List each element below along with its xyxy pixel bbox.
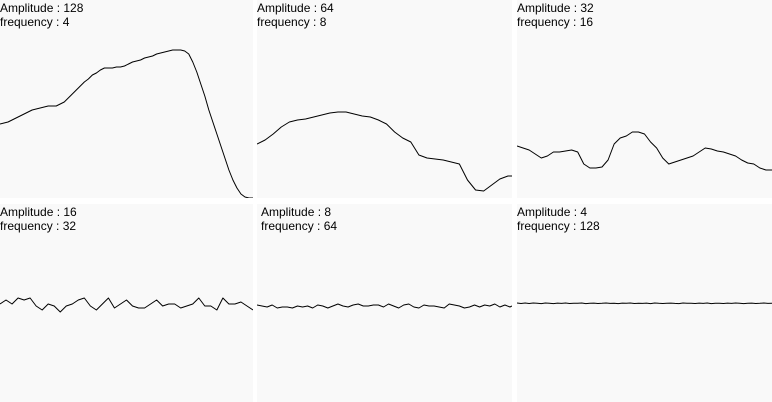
frequency-label: frequency : 128: [517, 219, 600, 233]
amplitude-label: Amplitude : 16: [0, 205, 77, 219]
amplitude-label: Amplitude : 4: [517, 205, 588, 219]
panel-2: Amplitude : 64 frequency : 8: [257, 0, 512, 198]
panel-4-labels: Amplitude : 16 frequency : 32: [0, 205, 77, 233]
panel-4: Amplitude : 16 frequency : 32: [0, 204, 253, 402]
waveform-line: [0, 297, 253, 313]
panel-3-plot: [517, 131, 772, 171]
panel-6-labels: Amplitude : 4 frequency : 128: [517, 205, 600, 233]
frequency-label: frequency : 32: [0, 219, 77, 233]
panel-5-plot: [257, 303, 512, 309]
panel-1-plot: [0, 49, 253, 198]
amplitude-label: Amplitude : 8: [261, 205, 332, 219]
panel-4-plot: [0, 297, 253, 313]
panel-3: Amplitude : 32 frequency : 16: [517, 0, 772, 198]
frequency-label: frequency : 64: [261, 219, 338, 233]
panel-2-plot: [257, 111, 512, 192]
panel-1: Amplitude : 128 frequency : 4: [0, 0, 253, 198]
waveform-line: [517, 302, 772, 305]
amplitude-label: Amplitude : 128: [0, 1, 84, 15]
frequency-label: frequency : 8: [257, 15, 327, 29]
panel-5-labels: Amplitude : 8 frequency : 64: [261, 205, 337, 233]
frequency-label: frequency : 4: [0, 15, 70, 29]
waveform-line: [257, 303, 512, 309]
panel-5: Amplitude : 8 frequency : 64: [257, 204, 512, 402]
panel-3-labels: Amplitude : 32 frequency : 16: [517, 1, 594, 29]
waveform-line: [0, 49, 253, 198]
panel-2-labels: Amplitude : 64 frequency : 8: [257, 1, 334, 29]
frequency-label: frequency : 16: [517, 15, 594, 29]
amplitude-label: Amplitude : 64: [257, 1, 334, 15]
panel-1-labels: Amplitude : 128 frequency : 4: [0, 1, 83, 29]
amplitude-label: Amplitude : 32: [517, 1, 594, 15]
panel-6-plot: [517, 302, 772, 305]
waveform-line: [517, 131, 772, 171]
panel-6: Amplitude : 4 frequency : 128: [517, 204, 772, 402]
waveform-line: [257, 111, 512, 192]
